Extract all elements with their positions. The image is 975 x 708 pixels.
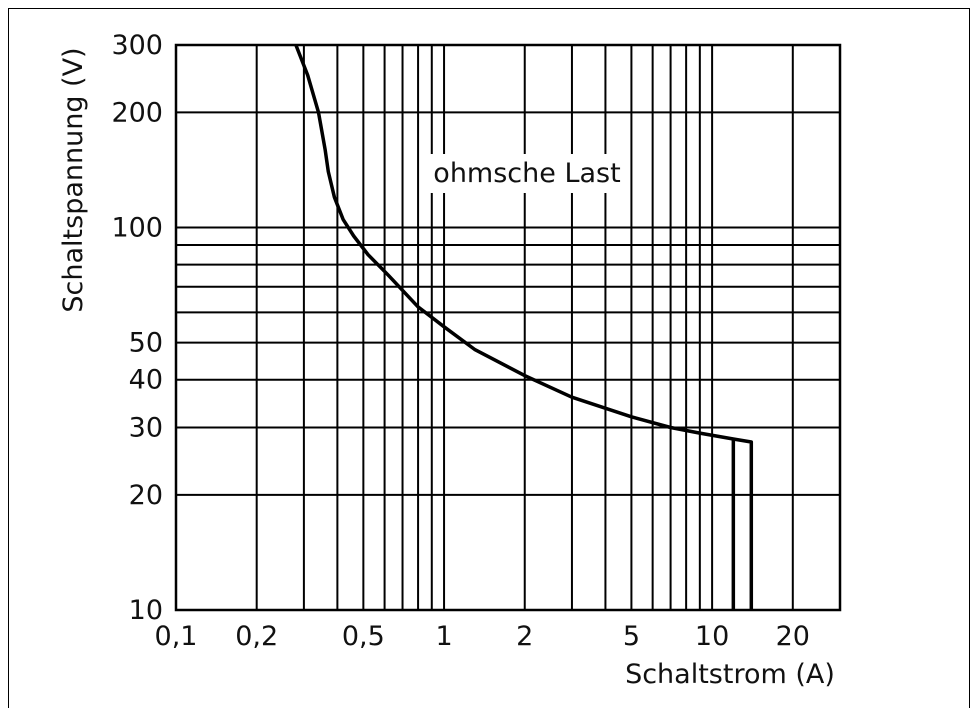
y-tick-labels: 10 20 30 40 50 100 200 300 <box>111 30 163 626</box>
y-tick-label: 200 <box>111 97 163 128</box>
x-tick-label: 10 <box>695 621 729 652</box>
chart-frame <box>8 8 970 708</box>
y-tick-label: 50 <box>129 328 163 359</box>
y-tick-label: 40 <box>129 365 163 396</box>
y-tick-label: 20 <box>129 480 163 511</box>
y-tick-label: 30 <box>129 413 163 444</box>
y-tick-label: 100 <box>111 212 163 243</box>
x-tick-label: 2 <box>516 621 533 652</box>
x-tick-label: 5 <box>623 621 640 652</box>
x-tick-label: 0,2 <box>235 621 278 652</box>
plot-border <box>174 43 842 612</box>
annotation-background <box>425 154 629 193</box>
x-axis-label: Schaltstrom (A) <box>625 659 835 690</box>
x-tick-labels: 0,1 0,2 0,5 1 2 5 10 20 <box>155 621 810 652</box>
axes <box>174 43 842 612</box>
x-tick-label: 0,1 <box>155 621 198 652</box>
series-line <box>294 44 754 610</box>
y-axis-label: Schaltspannung (V) <box>58 47 89 312</box>
grid <box>176 45 840 610</box>
annotation-ohmsche-last: ohmsche Last <box>433 158 620 189</box>
x-tick-label: 0,5 <box>342 621 385 652</box>
x-tick-label: 1 <box>435 621 452 652</box>
y-tick-label: 10 <box>129 595 163 626</box>
x-tick-label: 20 <box>776 621 810 652</box>
y-tick-label: 300 <box>111 30 163 61</box>
series <box>294 44 754 610</box>
